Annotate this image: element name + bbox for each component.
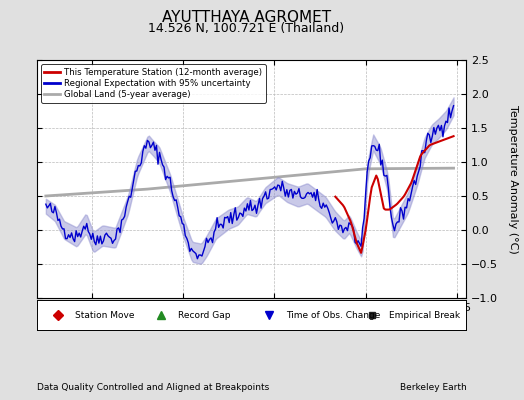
Y-axis label: Temperature Anomaly (°C): Temperature Anomaly (°C) [508,105,518,253]
Text: Berkeley Earth: Berkeley Earth [400,383,466,392]
Text: Data Quality Controlled and Aligned at Breakpoints: Data Quality Controlled and Aligned at B… [37,383,269,392]
Text: Record Gap: Record Gap [179,310,231,320]
Text: Empirical Break: Empirical Break [389,310,460,320]
Text: Station Move: Station Move [75,310,135,320]
Legend: This Temperature Station (12-month average), Regional Expectation with 95% uncer: This Temperature Station (12-month avera… [41,64,266,102]
Text: Time of Obs. Change: Time of Obs. Change [286,310,380,320]
Text: AYUTTHAYA AGROMET: AYUTTHAYA AGROMET [162,10,331,25]
Text: 14.526 N, 100.721 E (Thailand): 14.526 N, 100.721 E (Thailand) [148,22,344,35]
